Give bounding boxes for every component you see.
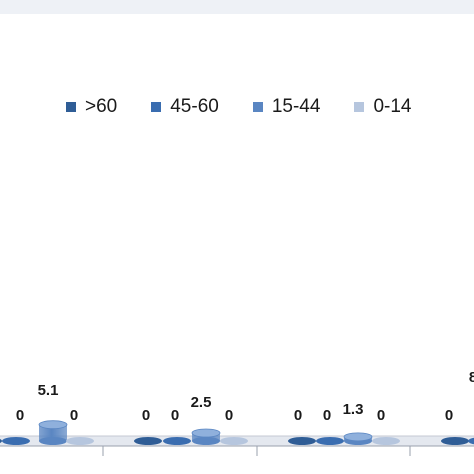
data-label-g2-0: 0 (294, 407, 302, 424)
data-label-g1-2: 2.5 (191, 394, 212, 411)
legend-item-45-60: 45-60 (151, 96, 219, 118)
top-band (0, 0, 474, 14)
bar-g1-s0-disc (134, 437, 162, 445)
bar-g2-s1-disc (316, 437, 344, 445)
legend-item-0-14: 0-14 (354, 96, 411, 118)
bar-g0-s0-disc (0, 438, 2, 444)
bar-g0-s3-disc (66, 437, 94, 445)
legend-swatch-15-44 (252, 102, 263, 112)
data-label-g0-0: 0 (16, 407, 24, 424)
legend-label-15-44: 15-44 (271, 96, 321, 117)
bar-g1-s3-disc (220, 437, 248, 445)
data-label-g2-2: 1.3 (343, 401, 364, 418)
data-label-g1-1: 0 (171, 407, 179, 424)
bar-g0-s2-top (38, 420, 68, 430)
legend-label-gt60: >60 (85, 96, 118, 117)
bar-g2-s3-disc (372, 437, 400, 445)
bar-g2-s0-disc (288, 437, 316, 445)
bar-g1-s2-top (191, 428, 221, 438)
legend-swatch-0-14 (354, 102, 365, 112)
data-label-g0-1: 5.1 (38, 382, 59, 399)
data-label-g1-0: 0 (142, 407, 150, 424)
bar-g3-s1-disc (468, 437, 474, 445)
bar-g0-s1-disc (2, 437, 30, 445)
bar-g1-s2-bottom (192, 437, 220, 445)
legend-swatch-gt60 (66, 102, 76, 112)
data-label-g2-1: 0 (323, 407, 331, 424)
legend-label-45-60: 45-60 (170, 96, 219, 117)
chart-legend: >60 45-60 15-44 0-14 (66, 96, 411, 118)
bar-g0-s2-body (39, 424, 67, 441)
legend-item-15-44: 15-44 (252, 96, 321, 118)
data-label-g1-3: 0 (225, 407, 233, 424)
data-label-g0-2: 0 (70, 407, 78, 424)
data-label-g2-3: 0 (377, 407, 385, 424)
data-label-g3-0: 0 (445, 407, 453, 424)
legend-item-gt60: >60 (66, 96, 117, 118)
bar-g2-s2-top (343, 432, 373, 442)
bar-g3-s0-disc (441, 437, 469, 445)
legend-label-0-14: 0-14 (373, 96, 412, 117)
legend-swatch-45-60 (151, 102, 162, 112)
bar-g1-s1-disc (163, 437, 191, 445)
data-label-g3-1: 8 (469, 369, 474, 386)
bar-g0-s2-bottom (39, 437, 67, 445)
